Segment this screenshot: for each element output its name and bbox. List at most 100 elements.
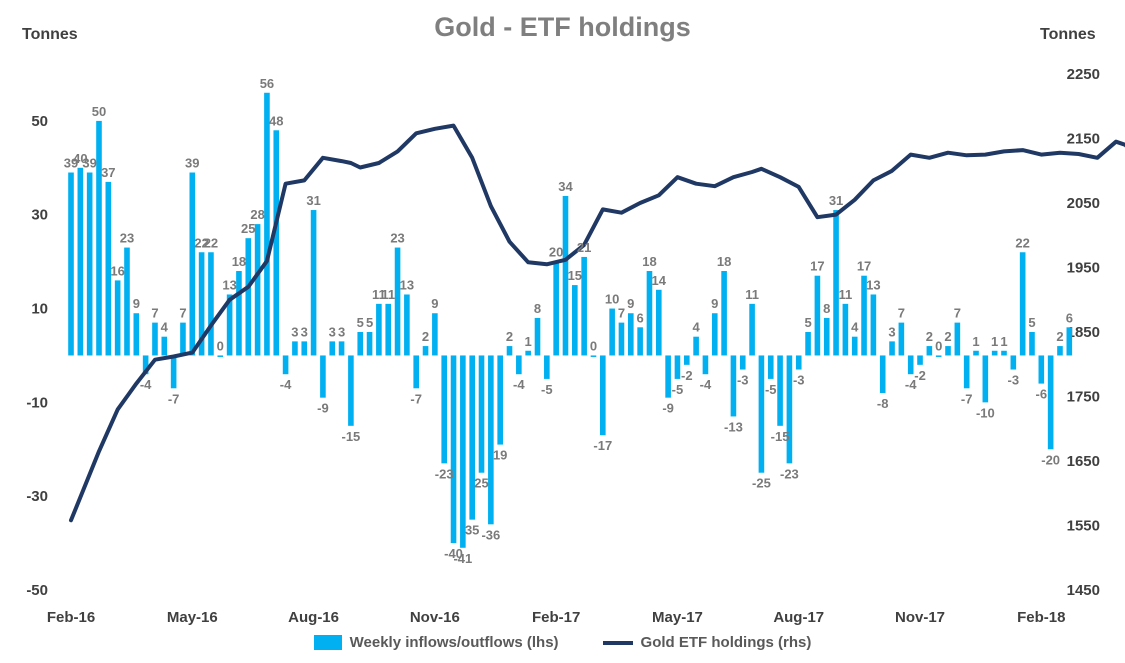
bar	[609, 308, 615, 356]
y-right-tick-label: 2250	[1067, 66, 1100, 83]
bar-data-label: 0	[935, 338, 942, 353]
bar	[282, 355, 289, 375]
bar-data-label: -20	[1041, 452, 1060, 467]
bar-data-label: -9	[662, 401, 674, 416]
bar-data-label: -4	[513, 377, 525, 392]
bar	[1019, 252, 1026, 356]
bar-data-label: 31	[829, 193, 843, 208]
bar	[217, 355, 224, 357]
bar	[730, 355, 737, 417]
bar-data-label: 0	[217, 338, 224, 353]
bar	[646, 271, 653, 356]
bar-data-label: 1	[991, 334, 998, 349]
bar-data-label: 3	[888, 324, 895, 339]
bar-data-label: 2	[926, 329, 933, 344]
bar-data-label: 11	[839, 287, 853, 302]
bar	[506, 346, 513, 356]
bar	[637, 327, 643, 356]
bar-data-label: -3	[793, 373, 805, 388]
bar	[338, 341, 345, 356]
bar-data-label: 39	[64, 156, 78, 171]
bar-data-label: 39	[185, 156, 199, 171]
legend-item-line[interactable]: Gold ETF holdings (rhs)	[602, 634, 812, 651]
bar-data-label: -17	[593, 438, 612, 453]
bar	[861, 275, 867, 356]
bar	[292, 341, 298, 356]
bar-data-label: 18	[717, 254, 731, 269]
y-left-tick-label: -10	[26, 394, 48, 411]
x-tick-label: Aug-16	[288, 609, 339, 626]
bar	[310, 210, 317, 356]
bar-data-label: 56	[260, 76, 274, 91]
bar-data-label: 23	[120, 231, 134, 246]
bar-data-label: -7	[961, 391, 973, 406]
bar	[105, 181, 112, 356]
bar-data-label: 9	[133, 296, 140, 311]
bar-data-label: -4	[905, 377, 917, 392]
bar-data-label: 2	[944, 329, 951, 344]
bar	[963, 355, 970, 389]
bar	[301, 341, 308, 356]
bar-data-label: -23	[780, 466, 799, 481]
bar	[152, 322, 158, 356]
bar	[413, 355, 420, 389]
bar-data-label: -15	[771, 429, 790, 444]
y-axis-left-unit: Tonnes	[22, 26, 78, 43]
bar-data-label: 17	[810, 259, 824, 274]
bar-data-label: 4	[161, 320, 169, 335]
bar-data-label: -5	[672, 382, 684, 397]
bar	[758, 355, 765, 473]
bar-data-label: 3	[301, 324, 308, 339]
bar	[945, 346, 951, 356]
bar-data-label: 1	[1000, 334, 1007, 349]
bar-data-label: -6	[1036, 387, 1048, 402]
bar-data-label: 31	[306, 193, 320, 208]
bar-data-label: -7	[410, 391, 422, 406]
x-tick-label: Feb-18	[1017, 609, 1065, 626]
bar-data-label: 7	[618, 306, 625, 321]
bar-data-label: -3	[1008, 373, 1020, 388]
bar-data-label: 10	[605, 292, 619, 307]
bar-data-label: -8	[877, 396, 889, 411]
y-left-tick-label: 50	[31, 113, 48, 130]
bar	[991, 350, 998, 356]
bar	[534, 317, 541, 356]
bar-data-label: 7	[898, 306, 905, 321]
bar	[357, 332, 364, 356]
bar	[180, 322, 186, 356]
bar	[273, 130, 280, 356]
legend-item-bars[interactable]: Weekly inflows/outflows (lhs)	[313, 634, 559, 651]
x-tick-label: May-16	[167, 609, 218, 626]
bar-data-label: -5	[765, 382, 777, 397]
bar	[189, 172, 196, 356]
bar-data-label: 39	[82, 156, 96, 171]
bar-data-label: 22	[1015, 235, 1029, 250]
bar	[124, 247, 130, 356]
y-right-tick-label: 1950	[1067, 260, 1100, 277]
bar	[441, 355, 447, 464]
bar-data-label: 40	[73, 151, 87, 166]
bar-data-label: 1	[972, 334, 979, 349]
legend-line-swatch	[602, 640, 633, 645]
bar	[805, 332, 811, 356]
bar	[329, 341, 336, 356]
x-tick-label: Feb-16	[47, 609, 95, 626]
chart-title: Gold - ETF holdings	[434, 12, 691, 42]
legend-label-line: Gold ETF holdings (rhs)	[640, 634, 812, 651]
bar-data-label: 4	[851, 320, 859, 335]
bar	[655, 289, 662, 356]
bar	[898, 322, 905, 356]
y-left-tick-label: 10	[31, 301, 48, 318]
bar	[581, 256, 587, 356]
bar	[497, 355, 503, 445]
bar	[982, 355, 989, 403]
bar	[348, 355, 354, 426]
bar	[823, 317, 830, 356]
y-right-tick-label: 1650	[1067, 453, 1100, 470]
bar	[68, 172, 74, 356]
bar	[96, 120, 102, 356]
bar	[208, 252, 214, 356]
bar	[1001, 350, 1007, 356]
bar-data-label: 28	[250, 207, 264, 222]
bar	[264, 92, 270, 356]
